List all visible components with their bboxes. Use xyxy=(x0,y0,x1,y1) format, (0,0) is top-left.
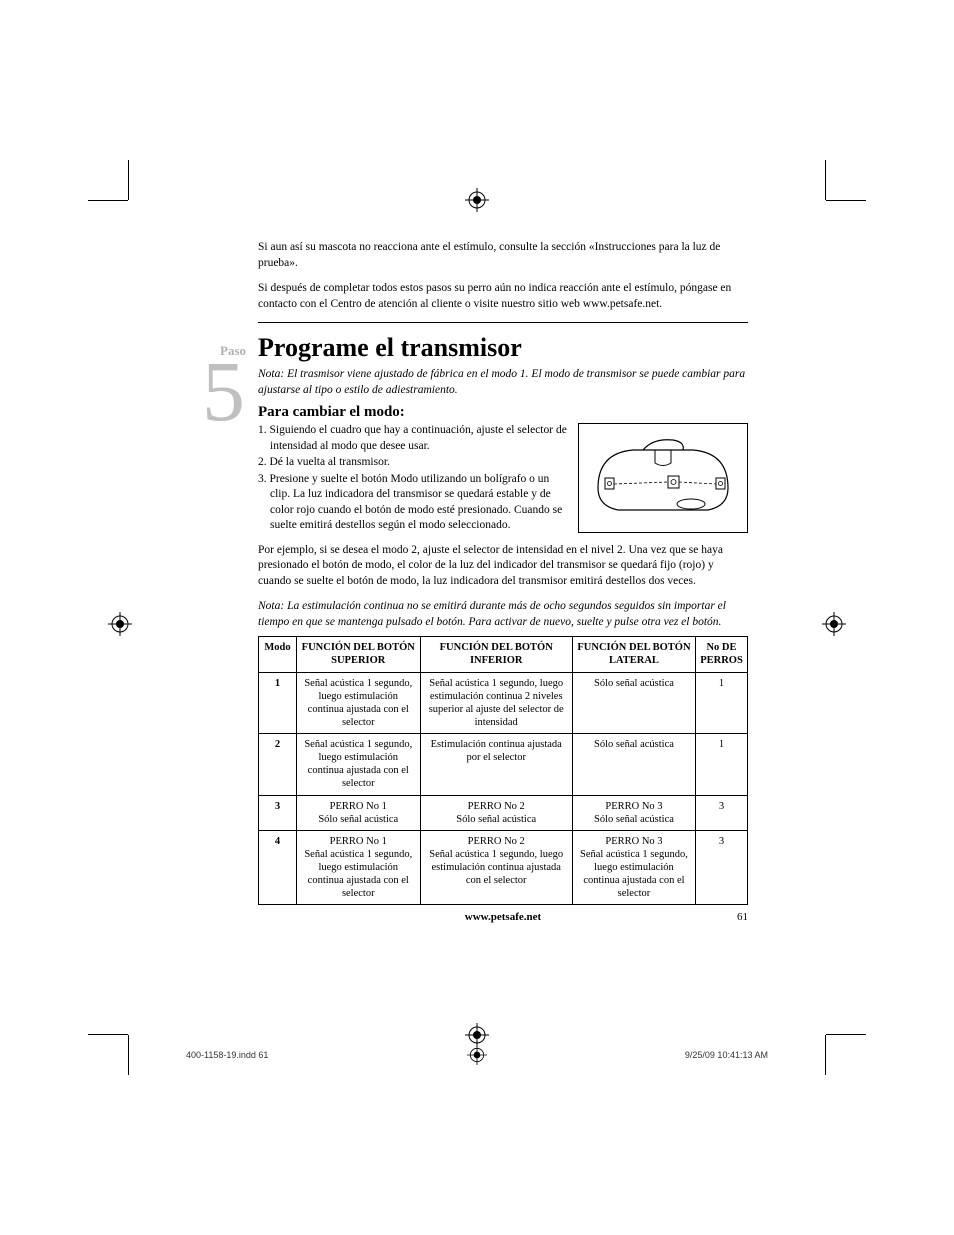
registration-mark-icon xyxy=(465,1023,489,1047)
table-cell: Señal acústica 1 segundo, luego estimula… xyxy=(297,734,421,796)
table-cell: Sólo señal acústica xyxy=(572,672,695,734)
table-cell: PERRO No 2Señal acústica 1 segundo, lueg… xyxy=(420,830,572,905)
print-timestamp: 9/25/09 10:41:13 AM xyxy=(685,1050,768,1060)
footer-url: www.petsafe.net xyxy=(288,911,718,923)
crop-mark xyxy=(88,200,128,201)
step-number: 5 xyxy=(202,348,245,434)
print-metadata: 400-1158-19.indd 61 9/25/09 10:41:13 AM xyxy=(186,1045,768,1065)
factory-note: Nota: El trasmisor viene ajustado de fáb… xyxy=(258,367,748,398)
table-header-side: FUNCIÓN DEL BOTÓN LATERAL xyxy=(572,637,695,672)
table-row: 1Señal acústica 1 segundo, luego estimul… xyxy=(259,672,748,734)
instruction-list: 1. Siguiendo el cuadro que hay a continu… xyxy=(258,423,568,535)
table-cell: 1 xyxy=(696,672,748,734)
crop-mark xyxy=(825,160,826,200)
table-row: 3PERRO No 1Sólo señal acústicaPERRO No 2… xyxy=(259,795,748,830)
table-cell: Señal acústica 1 segundo, luego estimula… xyxy=(420,672,572,734)
table-cell: 1 xyxy=(259,672,297,734)
table-cell: Sólo señal acústica xyxy=(572,734,695,796)
transmitter-diagram xyxy=(578,423,748,533)
registration-mark-icon xyxy=(467,1045,487,1065)
registration-mark-icon xyxy=(822,612,846,636)
subsection-title: Para cambiar el modo: xyxy=(258,404,748,421)
crop-mark xyxy=(88,1034,128,1035)
table-cell: 3 xyxy=(696,830,748,905)
intro-paragraph-2: Si después de completar todos estos paso… xyxy=(258,281,748,312)
table-cell: 3 xyxy=(696,795,748,830)
crop-mark xyxy=(826,1034,866,1035)
table-cell: 4 xyxy=(259,830,297,905)
table-cell: Estimulación continua ajustada por el se… xyxy=(420,734,572,796)
table-cell: PERRO No 1Señal acústica 1 segundo, lueg… xyxy=(297,830,421,905)
table-cell: 2 xyxy=(259,734,297,796)
example-paragraph: Por ejemplo, si se desea el modo 2, ajus… xyxy=(258,543,748,590)
table-row: 2Señal acústica 1 segundo, luego estimul… xyxy=(259,734,748,796)
modes-table: Modo FUNCIÓN DEL BOTÓN SUPERIOR FUNCIÓN … xyxy=(258,636,748,905)
table-header-mode: Modo xyxy=(259,637,297,672)
footer-spacer xyxy=(258,911,288,923)
crop-mark xyxy=(825,1035,826,1075)
section-title: Programe el transmisor xyxy=(258,333,748,363)
indesign-filename: 400-1158-19.indd 61 xyxy=(186,1050,268,1060)
table-cell: Señal acústica 1 segundo, luego estimula… xyxy=(297,672,421,734)
instruction-item: 3. Presione y suelte el botón Modo utili… xyxy=(258,472,568,534)
table-header-dogs: No DE PERROS xyxy=(696,637,748,672)
table-header-upper: FUNCIÓN DEL BOTÓN SUPERIOR xyxy=(297,637,421,672)
table-cell: PERRO No 1Sólo señal acústica xyxy=(297,795,421,830)
divider xyxy=(258,322,748,323)
table-cell: PERRO No 3Señal acústica 1 segundo, lueg… xyxy=(572,830,695,905)
intro-paragraph-1: Si aun así su mascota no reacciona ante … xyxy=(258,240,748,271)
continuous-note: Nota: La estimulación continua no se emi… xyxy=(258,599,748,630)
table-cell: PERRO No 2Sólo señal acústica xyxy=(420,795,572,830)
instruction-item: 2. Dé la vuelta al transmisor. xyxy=(258,455,568,471)
crop-mark xyxy=(128,160,129,200)
registration-mark-icon xyxy=(465,188,489,212)
crop-mark xyxy=(128,1035,129,1075)
registration-mark-icon xyxy=(108,612,132,636)
table-cell: 1 xyxy=(696,734,748,796)
table-cell: PERRO No 3Sólo señal acústica xyxy=(572,795,695,830)
crop-mark xyxy=(826,200,866,201)
table-row: 4PERRO No 1Señal acústica 1 segundo, lue… xyxy=(259,830,748,905)
page-number: 61 xyxy=(718,911,748,923)
page-content: Si aun así su mascota no reacciona ante … xyxy=(258,240,748,923)
instruction-item: 1. Siguiendo el cuadro que hay a continu… xyxy=(258,423,568,454)
table-header-lower: FUNCIÓN DEL BOTÓN INFERIOR xyxy=(420,637,572,672)
table-cell: 3 xyxy=(259,795,297,830)
